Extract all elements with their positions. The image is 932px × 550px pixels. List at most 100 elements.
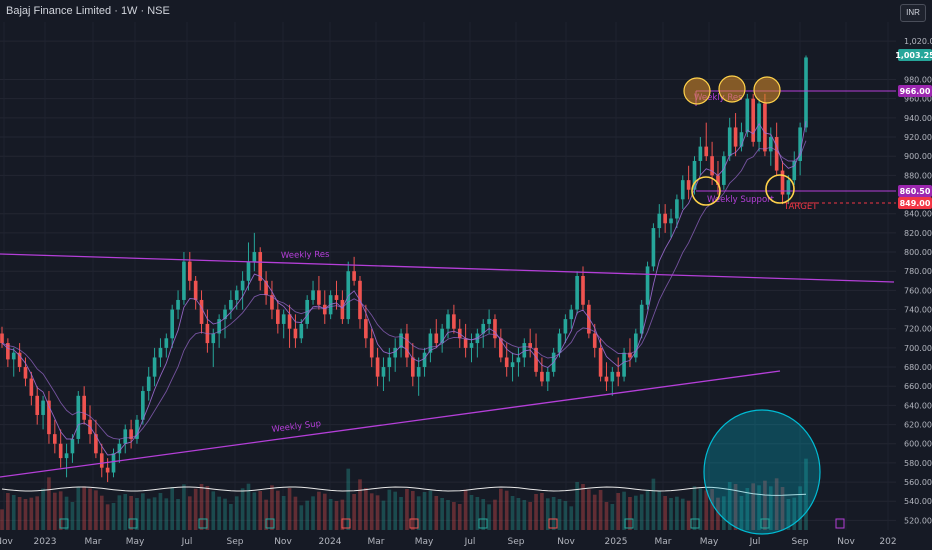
- candle-body: [410, 357, 415, 377]
- volume-bar: [23, 499, 28, 530]
- volume-bar: [416, 496, 421, 530]
- volume-bar: [229, 504, 233, 530]
- candle-body: [11, 352, 16, 360]
- annotation-label: TARGET: [783, 202, 818, 212]
- y-tick-label: 520.00: [904, 516, 932, 525]
- volume-bar: [751, 483, 756, 530]
- y-tick-label: 580.00: [904, 459, 932, 468]
- volume-bar: [199, 484, 204, 530]
- candle-body: [528, 343, 532, 348]
- candle-body: [628, 352, 632, 358]
- candle-body: [217, 319, 221, 334]
- volume-bar: [534, 494, 538, 530]
- candle-body: [346, 271, 351, 320]
- volume-bar: [170, 487, 175, 530]
- volume-bar: [798, 486, 802, 530]
- y-tick-label: 840.00: [904, 210, 932, 219]
- currency-button[interactable]: INR: [900, 4, 926, 22]
- candle-body: [52, 434, 57, 444]
- candle-body: [452, 314, 456, 329]
- candle-body: [117, 443, 122, 454]
- x-tick-label: Nov: [557, 537, 575, 547]
- volume-bar: [710, 489, 714, 530]
- candle-body: [675, 199, 679, 219]
- candle-body: [622, 352, 626, 377]
- x-tick-label: May: [700, 537, 719, 547]
- earnings-marker: [265, 518, 275, 529]
- candle-body: [434, 333, 439, 344]
- volume-bar: [651, 478, 656, 530]
- volume-bar: [592, 494, 597, 530]
- earnings-marker: [478, 518, 488, 529]
- y-tick-label: 780.00: [904, 267, 932, 276]
- volume-bar: [557, 499, 562, 530]
- volume-bar: [264, 499, 268, 530]
- volume-bar: [82, 486, 86, 530]
- candle-body: [170, 309, 175, 339]
- volume-bar: [587, 489, 591, 530]
- volume-bar: [328, 499, 333, 530]
- candle-body: [446, 314, 450, 329]
- volume-bar: [499, 488, 503, 530]
- volume-bar: [610, 504, 615, 530]
- y-tick-label: 540.00: [904, 497, 932, 506]
- candle-body: [686, 180, 691, 190]
- candle-body: [534, 347, 538, 372]
- candle-body: [786, 180, 791, 195]
- volume-bar: [393, 491, 398, 530]
- candle-body: [111, 453, 116, 473]
- y-tick-label: 640.00: [904, 401, 932, 410]
- volume-bar: [405, 489, 409, 530]
- volume-bar: [211, 491, 216, 530]
- volume-bar: [299, 505, 304, 530]
- x-tick-label: Nov: [837, 537, 855, 547]
- candle-body: [475, 333, 480, 344]
- support-price-badge: [898, 185, 932, 197]
- volume-bar: [240, 488, 245, 530]
- volume-bar: [387, 489, 392, 530]
- candle-body: [58, 443, 63, 459]
- volume-bar: [481, 499, 486, 530]
- x-tick-label: Mar: [655, 537, 672, 547]
- candle-body: [639, 304, 644, 334]
- volume-bar: [176, 499, 180, 530]
- volume-bar: [41, 488, 45, 530]
- volume-bar: [434, 496, 439, 530]
- candle-body: [82, 395, 86, 420]
- candle-body: [581, 276, 585, 305]
- volume-bar: [58, 491, 63, 530]
- volume-bar: [645, 489, 650, 530]
- volume-bar: [164, 498, 169, 530]
- candle-body: [281, 314, 286, 324]
- target-price-badge: [898, 197, 932, 209]
- candle-body: [610, 371, 615, 382]
- bottom-highlight-circle: [765, 174, 795, 204]
- volume-bar: [422, 492, 427, 530]
- volume-bar: [193, 488, 198, 530]
- y-tick-label: 940.00: [904, 114, 932, 123]
- volume-bar: [698, 488, 703, 530]
- candle-body: [29, 378, 34, 396]
- resistance-price-badge-text: 966.00: [900, 87, 931, 96]
- x-tick-label: Sep: [227, 537, 244, 547]
- x-tick-label: Jul: [464, 537, 476, 547]
- candle-body: [540, 371, 544, 382]
- candle-body: [763, 103, 767, 152]
- candle-body: [487, 319, 491, 324]
- candle-body: [792, 160, 797, 181]
- candle-body: [94, 434, 98, 454]
- candle-body: [522, 343, 527, 358]
- y-tick-label: 1,020.00: [904, 37, 932, 46]
- volume-bar: [152, 497, 157, 530]
- candle-body: [416, 367, 421, 377]
- volume-bar: [346, 468, 351, 530]
- candle-body: [516, 357, 521, 363]
- candle-body: [240, 280, 245, 291]
- candle-body: [422, 352, 427, 368]
- candle-body: [645, 266, 650, 305]
- event-marker: [835, 518, 845, 529]
- candle-body: [469, 343, 474, 348]
- volume-bar: [692, 486, 697, 530]
- volume-bar: [117, 495, 122, 530]
